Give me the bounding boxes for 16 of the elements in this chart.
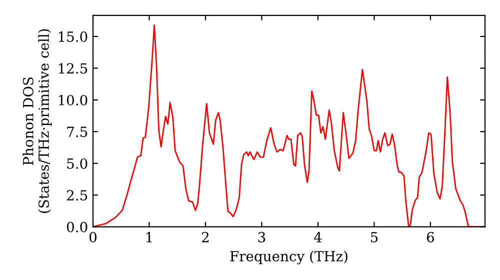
y-tick-label: 12.5 [58,63,88,74]
x-tick-label: 5 [370,232,378,242]
y-tick-label: 10.0 [58,94,88,106]
x-tick-label: 3 [258,232,266,242]
y-tick-label: 5.0 [67,158,88,169]
x-tick-label: 2 [202,232,209,242]
x-tick-label: 6 [426,232,434,242]
y-axis-title: Phonon DOS (States/THz·primitive cell) [22,29,52,213]
x-axis-title: Frequency (THz) [230,250,348,264]
y-tick-label: 0.0 [66,222,88,232]
x-tick-label: 1 [146,232,152,242]
y-tick-label: 15.0 [58,31,88,42]
y-tick-label: 2.5 [66,190,88,201]
y-tick-label: 7.5 [67,126,88,138]
x-tick-label: 0 [89,232,96,242]
x-tick-label: 4 [314,232,322,242]
